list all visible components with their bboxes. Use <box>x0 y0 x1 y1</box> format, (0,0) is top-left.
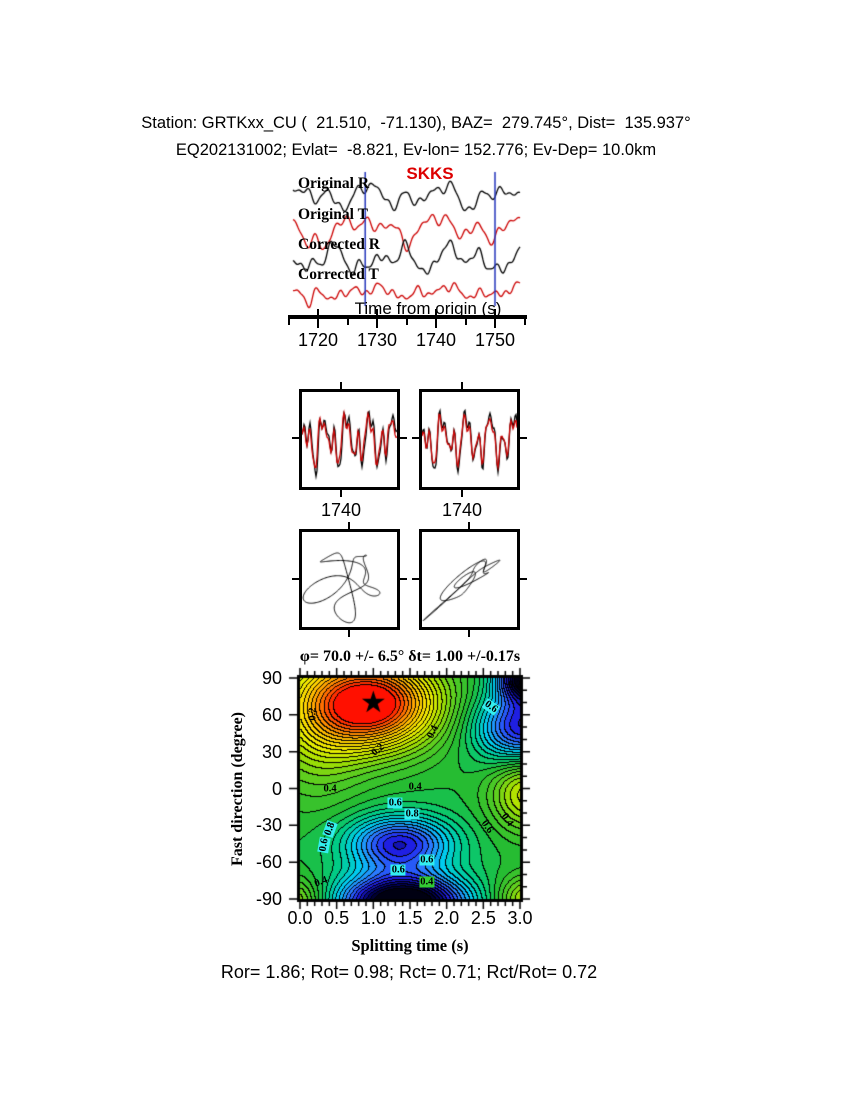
particle-motion-canvas-1 <box>302 532 397 627</box>
time-tick-label: 1750 <box>474 330 516 350</box>
contour-label: 0.2 <box>508 679 522 691</box>
box-tick <box>412 437 419 439</box>
time-tick <box>376 319 378 328</box>
time-tick <box>317 319 319 328</box>
compare-box-1-time-label: 1740 <box>320 500 362 520</box>
trace-label-corrected-r: Corrected R <box>298 236 380 253</box>
waveform-compare-box-2 <box>419 389 520 490</box>
time-tick-label: 1720 <box>297 330 339 350</box>
contour-y-tick-label: -60 <box>255 852 282 873</box>
contour-x-tick-label: 3.0 <box>507 908 533 928</box>
contour-label: 0.4 <box>408 781 422 793</box>
time-tick <box>317 309 319 315</box>
particle-motion-box-2 <box>419 529 520 630</box>
contour-x-tick-label: 1.5 <box>397 908 423 928</box>
compare-box-2-time-label: 1740 <box>441 500 483 520</box>
time-tick <box>435 309 437 315</box>
time-axis-line <box>288 315 527 319</box>
time-tick <box>287 319 290 325</box>
trace-label-original-t: Original T <box>298 206 368 223</box>
particle-motion-box-1 <box>299 529 400 630</box>
contour-y-tick-label: -30 <box>255 815 282 836</box>
contour-label: 0.8 <box>404 808 420 820</box>
particle-motion-canvas-2 <box>422 532 517 627</box>
box-tick <box>348 522 350 529</box>
box-tick <box>400 437 407 439</box>
contour-y-tick-label: -90 <box>255 889 282 909</box>
contour-y-tick-label: 30 <box>261 741 282 762</box>
time-tick <box>376 309 378 315</box>
box-tick <box>348 630 350 637</box>
box-tick <box>520 437 527 439</box>
box-tick <box>412 578 419 580</box>
trace-label-corrected-t: Corrected T <box>298 266 379 283</box>
contour-y-tick-label: 90 <box>261 668 282 688</box>
waveform-compare-canvas-2 <box>422 392 517 487</box>
box-tick <box>468 630 470 637</box>
box-tick <box>461 490 463 497</box>
contour-label: 0.6 <box>419 854 435 866</box>
contour-title: φ= 70.0 +/- 6.5° δt= 1.00 +/-0.17s <box>299 648 521 665</box>
time-axis-label: Time from origin (s) <box>354 299 502 318</box>
splitting-stats-line: Ror= 1.86; Rot= 0.98; Rct= 0.71; Rct/Rot… <box>220 962 598 982</box>
box-tick <box>292 437 299 439</box>
waveform-compare-canvas-1 <box>302 392 397 487</box>
contour-x-tick-label: 0.5 <box>324 908 350 928</box>
contour-x-tick-label: 2.0 <box>434 908 460 928</box>
event-header-line: EQ202131002; Evlat= -8.821, Ev-lon= 152.… <box>175 141 657 159</box>
contour-x-tick-label: 2.5 <box>470 908 496 928</box>
trace-label-original-r: Original R <box>298 175 370 192</box>
box-tick <box>520 578 527 580</box>
time-tick <box>346 319 349 325</box>
time-tick <box>435 319 437 328</box>
contour-x-tick-label: 1.0 <box>360 908 386 928</box>
waveform-compare-box-1 <box>299 389 400 490</box>
contour-label: 0.4 <box>419 876 435 888</box>
box-tick <box>292 578 299 580</box>
box-tick <box>461 382 463 389</box>
station-header-line: Station: GRTKxx_CU ( 21.510, -71.130), B… <box>141 114 691 132</box>
time-tick <box>494 309 496 315</box>
time-tick <box>494 319 496 328</box>
contour-y-tick-label: 0 <box>271 778 282 799</box>
box-tick <box>340 382 342 389</box>
box-tick <box>400 578 407 580</box>
seismogram-canvas <box>285 166 530 311</box>
time-tick <box>405 319 408 325</box>
time-tick-label: 1740 <box>415 330 457 350</box>
contour-label: 0.4 <box>323 783 337 794</box>
contour-x-axis-label: Splitting time (s) <box>351 936 469 955</box>
time-tick <box>464 319 467 325</box>
contour-y-tick-label: 60 <box>261 704 282 725</box>
contour-label: 0.6 <box>387 797 403 809</box>
contour-label: 0.6 <box>390 864 406 876</box>
time-tick-label: 1730 <box>356 330 398 350</box>
contour-x-tick-label: 0.0 <box>287 908 313 928</box>
time-tick <box>523 319 526 325</box>
box-tick <box>340 490 342 497</box>
box-tick <box>468 522 470 529</box>
contour-label: 0.2 <box>307 707 319 721</box>
